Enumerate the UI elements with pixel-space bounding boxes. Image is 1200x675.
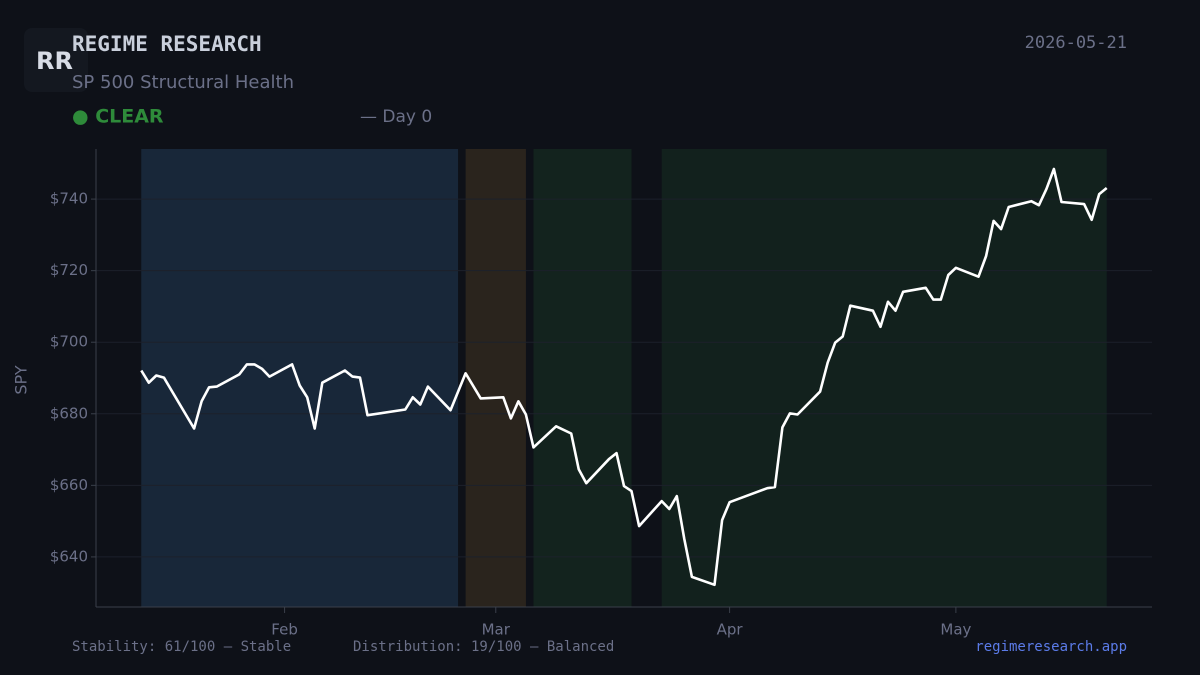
y-tick-label: $640 [50,547,88,565]
date: 2026-05-21 [1025,33,1127,53]
y-axis-label: SPY [12,365,31,394]
y-tick-label: $700 [50,333,88,351]
regime-band [533,149,632,607]
x-tick-label: May [940,621,971,639]
y-tick-label: $660 [50,476,88,494]
logo: RR [36,47,73,75]
regime-band [465,149,526,607]
y-tick-label: $680 [50,404,88,422]
y-tick-label: $720 [50,261,88,279]
price-line [140,167,1108,587]
logo-box [24,28,88,92]
stability: Stability: 61/100 — Stable [72,639,291,655]
day-count: — Day 0 [360,107,432,127]
title: REGIME RESEARCH [72,32,262,56]
distribution: Distribution: 19/100 — Balanced [353,639,614,655]
regime-band [141,149,459,607]
regime-band [661,149,1107,607]
subtitle: SP 500 Structural Health [72,72,294,93]
plot: $640 $660 $680 $700 $720 $740 Feb Mar Apr May [50,149,1152,639]
x-tick-label: Mar [482,621,511,639]
x-tick-label: Feb [271,621,298,639]
y-tick-label: $740 [50,190,88,208]
status: ● CLEAR [72,106,164,128]
x-tick-label: Apr [717,621,744,639]
site-link[interactable]: regimeresearch.app [975,639,1127,655]
